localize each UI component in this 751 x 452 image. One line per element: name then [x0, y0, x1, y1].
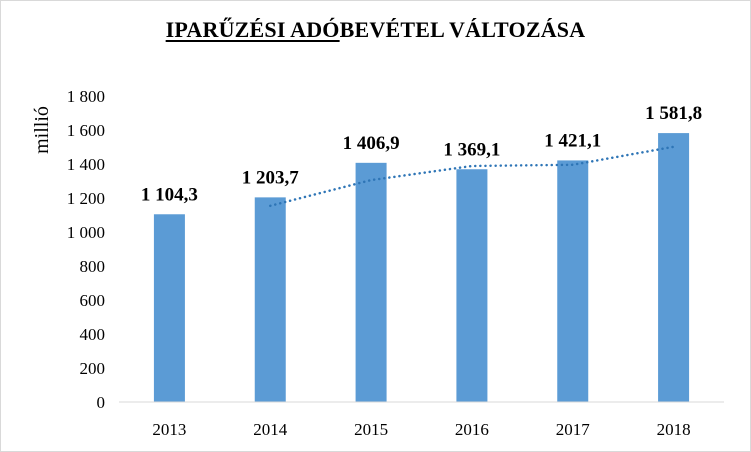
- chart-title-rest: BEVÉTEL VÁLTOZÁSA: [339, 17, 586, 42]
- x-axis: 2013 2014 2015 2016 2017 2018: [119, 401, 724, 439]
- y-tick-label: 1 600: [67, 121, 105, 140]
- y-tick-label: 1 000: [67, 223, 105, 242]
- bar: [254, 197, 286, 402]
- data-label: 1 581,8: [645, 103, 702, 124]
- x-tick-label: 2015: [354, 420, 388, 439]
- data-label: 1 203,7: [242, 167, 300, 188]
- x-tick-label: 2017: [556, 420, 591, 439]
- y-tick-label: 1 800: [67, 87, 105, 106]
- y-axis-label: millió: [31, 106, 53, 154]
- x-tick-label: 2016: [455, 420, 489, 439]
- bar: [153, 214, 185, 402]
- data-label: 1 369,1: [443, 139, 500, 160]
- bars: [153, 133, 690, 402]
- y-tick-label: 600: [80, 291, 106, 310]
- x-tick-label: 2018: [657, 420, 691, 439]
- y-axis: 0 200 400 600 800 1 000 1 200 1 400 1 600 1 800: [67, 87, 105, 412]
- data-label: 1 104,3: [141, 184, 198, 205]
- bar: [658, 133, 690, 402]
- data-labels: 1 104,3 1 203,7 1 406,9 1 369,1 1 421,1 1 581…: [141, 103, 702, 205]
- y-tick-label: 200: [80, 359, 106, 378]
- trendline-series: [269, 145, 675, 208]
- chart-title-underlined: IPARŰZÉSI ADÓ: [165, 17, 340, 42]
- y-tick-label: 400: [80, 325, 106, 344]
- chart-title: IPARŰZÉSI ADÓBEVÉTEL VÁLTOZÁSA: [1, 17, 750, 43]
- y-tick-label: 1 200: [67, 189, 105, 208]
- bar: [355, 162, 387, 402]
- y-tick-label: 0: [97, 393, 106, 412]
- data-label: 1 406,9: [343, 133, 400, 154]
- bar: [557, 160, 589, 402]
- trendline: [269, 145, 675, 208]
- x-tick-label: 2013: [152, 420, 186, 439]
- y-tick-label: 1 400: [67, 155, 105, 174]
- bar: [456, 169, 488, 402]
- data-label: 1 421,1: [544, 130, 601, 151]
- y-tick-label: 800: [80, 257, 106, 276]
- x-tick-label: 2014: [253, 420, 288, 439]
